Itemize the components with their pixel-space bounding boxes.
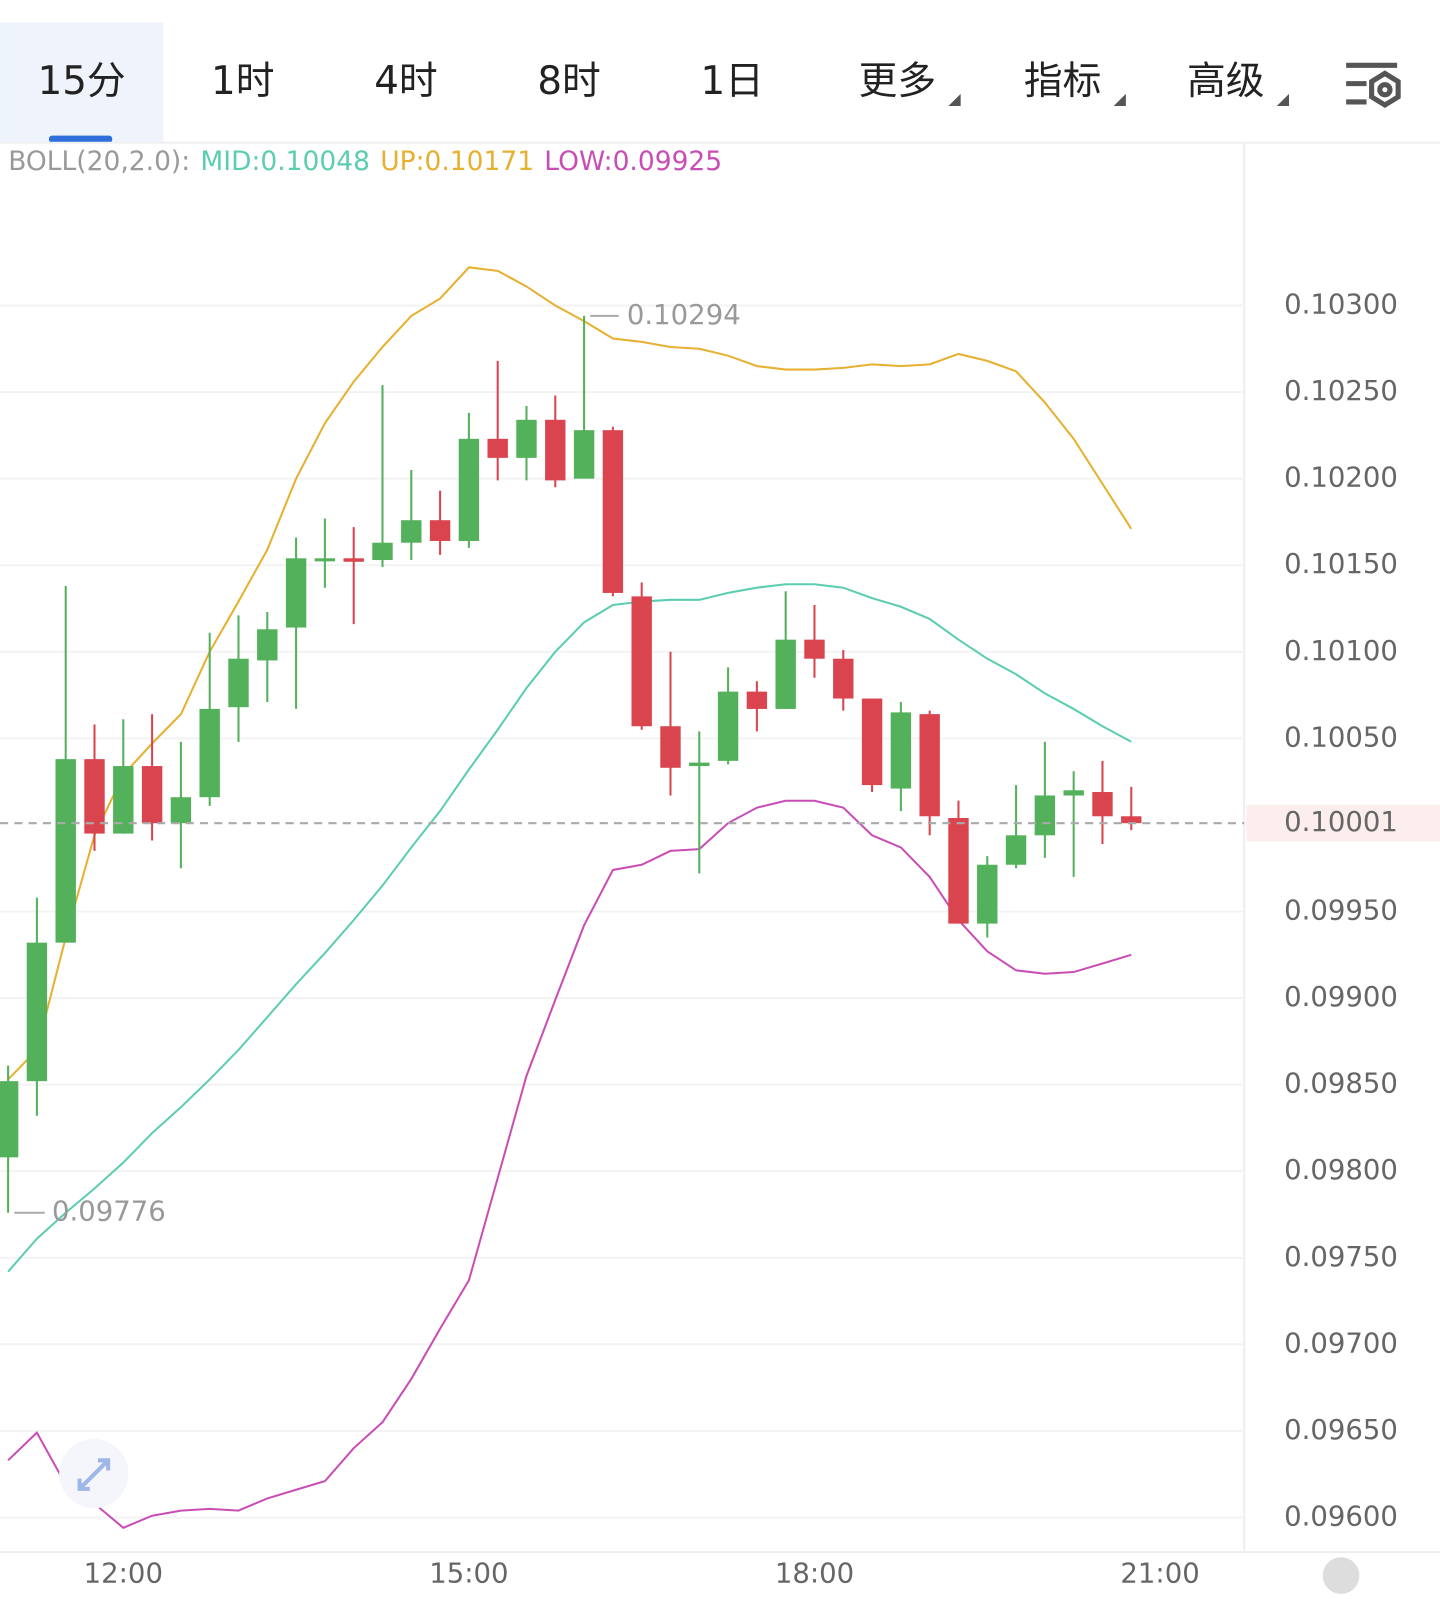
candle-body — [1005, 835, 1027, 865]
candle-body — [343, 558, 364, 562]
candle-body — [573, 430, 595, 479]
candle-body — [1034, 795, 1056, 836]
candle-body — [977, 864, 998, 924]
candle-body — [199, 708, 220, 798]
dropdown-caret — [948, 93, 961, 107]
legend-items: MID:0.10048 UP:0.10171 LOW:0.09925 — [200, 146, 722, 177]
legend-label: MID: — [200, 146, 260, 177]
legend-value: 0.09925 — [613, 146, 723, 177]
candle-body — [401, 520, 422, 543]
candle-body — [55, 759, 76, 943]
candle-body — [1121, 816, 1142, 824]
band-line — [7, 266, 1133, 1081]
candle-body — [372, 542, 393, 561]
band-line — [7, 583, 1132, 1273]
tab[interactable]: 指标 — [1024, 59, 1102, 104]
last-price-label: 0.10001 — [1284, 806, 1398, 838]
candle-body — [948, 817, 969, 924]
candle-body — [516, 419, 537, 458]
candle-body — [285, 558, 307, 628]
legend: BOLL(20,2.0): MID:0.10048 UP:0.10171 LOW:0.… — [8, 146, 722, 177]
settings-icon[interactable] — [1346, 62, 1401, 109]
candle-body — [602, 430, 624, 593]
y-tick-label: 0.09900 — [1284, 981, 1398, 1013]
max-label: 0.10294 — [627, 299, 741, 331]
x-tick-label: 12:00 — [84, 1558, 163, 1590]
overlay: 0.10001 0.10294 0.09776 — [0, 299, 1440, 1228]
legend-value: 0.10171 — [425, 146, 535, 177]
candle-body — [141, 766, 163, 824]
candle-body — [1092, 792, 1113, 817]
y-tick-label: 0.09750 — [1284, 1241, 1398, 1273]
candle-body — [717, 691, 739, 761]
tab[interactable]: 高级 — [1187, 59, 1265, 104]
active-tab-bg — [0, 22, 164, 143]
y-tick-label: 0.09950 — [1284, 894, 1398, 926]
x-tick-label: 18:00 — [775, 1558, 854, 1590]
candle-body — [919, 714, 940, 817]
tab[interactable]: 更多 — [859, 59, 937, 104]
y-tick-label: 0.09850 — [1284, 1068, 1398, 1100]
tab[interactable]: 8时 — [537, 59, 600, 104]
y-tick-label: 0.10100 — [1284, 635, 1398, 667]
candle-body — [228, 658, 249, 708]
y-tick-label: 0.09800 — [1284, 1154, 1398, 1186]
candle-body — [257, 629, 278, 661]
expand-icon — [77, 1458, 111, 1491]
candle-body — [84, 759, 105, 834]
candle-body — [487, 438, 508, 458]
legend-label: LOW: — [544, 146, 612, 177]
logo-badge — [1322, 1557, 1360, 1594]
candle-body — [0, 1081, 19, 1158]
y-tick-label: 0.10200 — [1284, 462, 1398, 494]
indicator-label: BOLL(20,2.0): — [8, 146, 190, 177]
active-tab-indicator — [48, 135, 113, 143]
tab[interactable]: 1日 — [701, 59, 764, 104]
y-tick-label: 0.09650 — [1284, 1414, 1398, 1446]
y-tick-label: 0.09700 — [1284, 1327, 1398, 1359]
icon-gear — [1369, 70, 1401, 109]
expand-button[interactable] — [59, 1438, 129, 1509]
candle-body — [458, 438, 480, 541]
x-tick-label: 21:00 — [1120, 1558, 1199, 1590]
candle-body — [631, 596, 652, 727]
tab-bar: 15分 1时 4时 8时 1日 更多 指标 高级 — [38, 59, 1290, 107]
dropdown-caret — [1276, 93, 1290, 107]
candle-body — [804, 639, 825, 659]
band-line — [7, 799, 1132, 1530]
y-tick-label: 0.10250 — [1284, 375, 1398, 407]
candles — [0, 315, 1142, 1213]
candle-body — [26, 942, 48, 1082]
candle-body — [660, 726, 681, 768]
bollinger-bands — [7, 266, 1133, 1530]
legend-label: UP: — [380, 146, 424, 177]
candle-body — [775, 639, 796, 709]
y-tick-label: 0.10300 — [1284, 289, 1398, 321]
candle-body — [689, 762, 710, 767]
tab[interactable]: 15分 — [38, 59, 126, 104]
candle-body — [890, 712, 912, 789]
y-tick-label: 0.09600 — [1284, 1500, 1398, 1532]
candle-body — [545, 419, 566, 481]
candle-body — [314, 558, 336, 562]
candle-body — [833, 658, 854, 699]
candle-body — [861, 698, 883, 786]
dropdown-caret — [1113, 93, 1126, 107]
y-tick-label: 0.10150 — [1284, 548, 1398, 580]
min-label: 0.09776 — [52, 1196, 166, 1228]
icon-gear-hole — [1377, 82, 1393, 98]
candle-body — [170, 797, 192, 824]
tab[interactable]: 1时 — [211, 59, 274, 104]
tab[interactable]: 4时 — [374, 59, 437, 104]
candle-body — [1063, 790, 1084, 796]
candle-body — [113, 766, 134, 834]
candle-body — [746, 691, 768, 709]
candle-body — [429, 520, 451, 541]
legend-value: 0.10048 — [260, 146, 370, 177]
last-price-bg — [1246, 804, 1440, 842]
x-tick-label: 15:00 — [429, 1558, 508, 1590]
y-tick-label: 0.10050 — [1284, 721, 1398, 753]
